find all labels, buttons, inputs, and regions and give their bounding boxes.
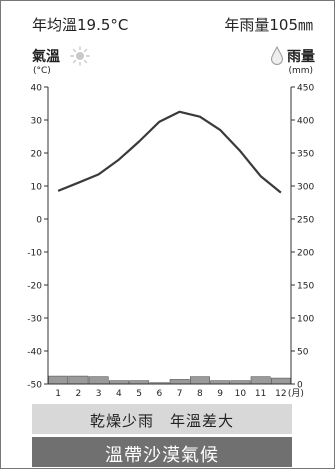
annual-rainfall: 年雨量105㎜ xyxy=(224,16,313,34)
annual-average-temperature: 年均溫19.5°C xyxy=(32,16,129,34)
temperature-tick-label: 20 xyxy=(31,150,43,160)
month-tick-label: 9 xyxy=(217,389,223,399)
climate-feature-band: 乾燥少雨 年溫差大 xyxy=(32,404,292,434)
precipitation-bar-8 xyxy=(190,376,210,385)
climate-type-name: 溫帶沙漠氣候 xyxy=(105,445,219,466)
precipitation-bar-7 xyxy=(169,379,190,385)
precipitation-ticks: 450 400 350 300 250 200 150 100 50 0 xyxy=(291,84,314,391)
month-unit-label: (月) xyxy=(288,388,304,399)
temperature-tick-label: -40 xyxy=(27,348,42,358)
temperature-tick-label: 0 xyxy=(36,216,42,226)
month-tick-label: 11 xyxy=(255,389,266,399)
month-ticks: 1 2 3 4 5 6 7 8 9 10 11 12 xyxy=(55,389,286,399)
temperature-ticks: 40 30 20 10 0 -10 -20 -30 -40 -50 xyxy=(27,84,48,391)
precipitation-tick-label: 400 xyxy=(297,117,314,127)
precipitation-tick-label: 0 xyxy=(297,381,303,391)
temperature-tick-label: 10 xyxy=(31,183,43,193)
month-tick-label: 12 xyxy=(275,389,286,399)
precipitation-bar-1 xyxy=(48,375,69,385)
sun-icon xyxy=(70,46,90,66)
precipitation-tick-label: 300 xyxy=(297,183,314,193)
precipitation-tick-label: 350 xyxy=(297,150,314,160)
precipitation-tick-label: 250 xyxy=(297,216,314,226)
precipitation-bars xyxy=(48,375,291,385)
precipitation-tick-label: 50 xyxy=(297,348,309,358)
month-tick-label: 2 xyxy=(76,389,82,399)
temperature-tick-label: -30 xyxy=(27,315,42,325)
month-tick-label: 8 xyxy=(197,389,203,399)
precipitation-bar-11 xyxy=(250,376,271,385)
precipitation-tick-label: 100 xyxy=(297,315,314,325)
month-tick-label: 4 xyxy=(116,389,122,399)
precipitation-bar-12 xyxy=(270,377,291,385)
precipitation-tick-label: 150 xyxy=(297,282,314,292)
climate-type-band: 溫帶沙漠氣候 xyxy=(32,437,292,467)
precipitation-unit: (mm) xyxy=(288,66,313,76)
precipitation-bar-2 xyxy=(68,375,89,385)
month-tick-label: 3 xyxy=(96,389,102,399)
month-tick-label: 5 xyxy=(136,389,142,399)
chart-axes xyxy=(47,87,292,385)
temperature-tick-label: 30 xyxy=(31,117,43,127)
month-tick-label: 10 xyxy=(235,389,247,399)
precipitation-bar-3 xyxy=(88,376,109,385)
raindrop-icon xyxy=(270,46,284,65)
climate-feature-text: 乾燥少雨 年溫差大 xyxy=(89,412,234,430)
precipitation-axis-label: 雨量 xyxy=(287,49,315,65)
temperature-tick-label: 40 xyxy=(31,84,43,94)
temperature-tick-label: -50 xyxy=(27,381,42,391)
temperature-line xyxy=(57,110,282,194)
precipitation-tick-label: 450 xyxy=(297,84,314,94)
temperature-tick-label: -20 xyxy=(27,282,42,292)
month-tick-label: 7 xyxy=(177,389,183,399)
precipitation-tick-label: 200 xyxy=(297,249,314,259)
temperature-unit: (°C) xyxy=(33,66,51,76)
temperature-tick-label: -10 xyxy=(27,249,42,259)
month-tick-label: 1 xyxy=(55,389,61,399)
month-tick-label: 6 xyxy=(157,389,163,399)
temperature-axis-label: 氣溫 xyxy=(32,49,60,65)
